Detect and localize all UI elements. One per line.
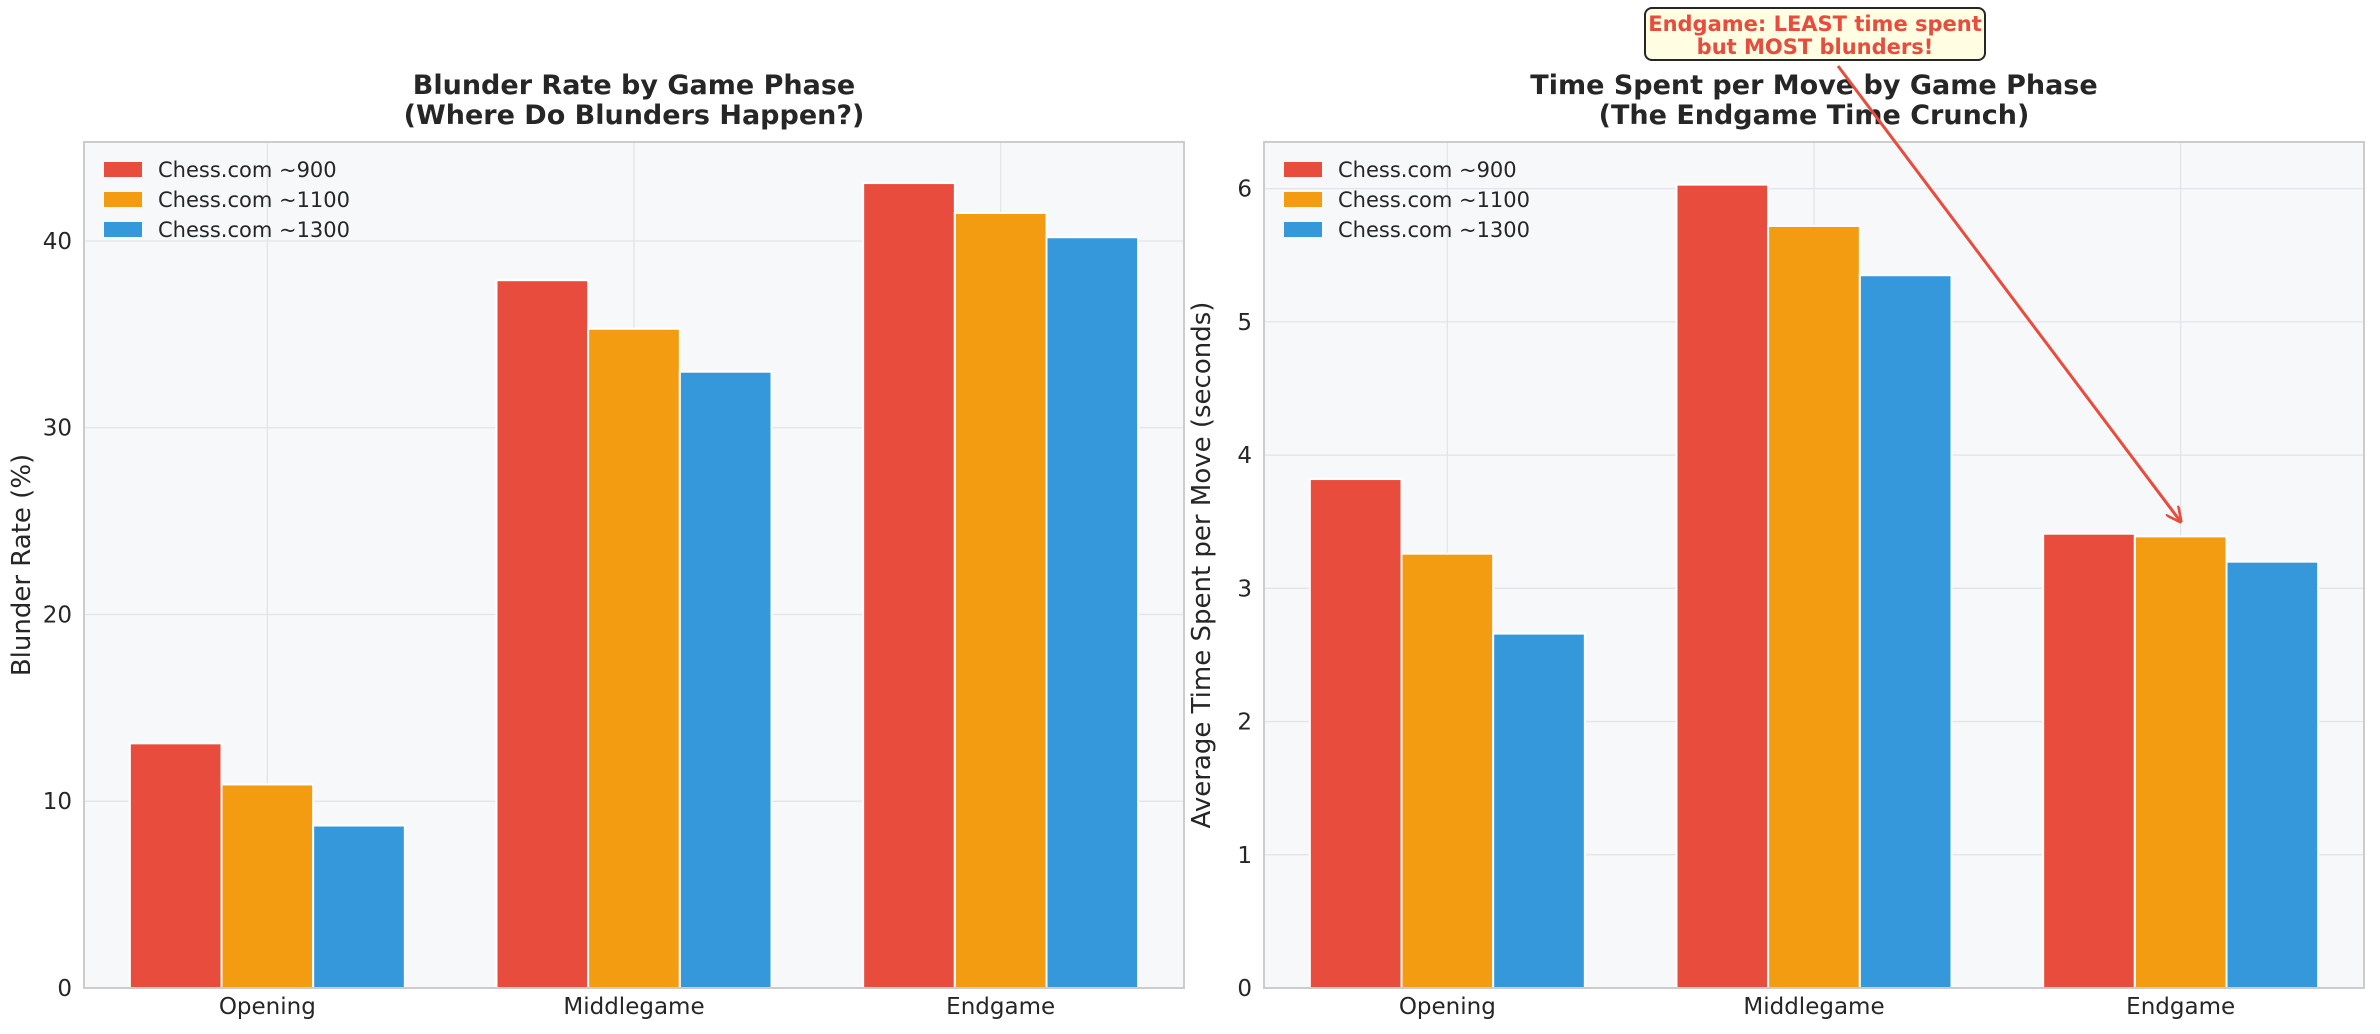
y-tick-label: 4 <box>1237 443 1252 469</box>
chart-2: 0 1 2 3 4 5 6 Opening Middlegame Endgame Average T… <box>1187 7 2365 1020</box>
bar <box>953 211 1048 990</box>
y-tick-label: 0 <box>57 976 72 1002</box>
chart-title-line: (The Endgame Time Crunch) <box>1599 100 2030 131</box>
bar <box>2042 532 2136 989</box>
legend-label: Chess.com ~900 <box>1338 158 1517 182</box>
y-tick-label: 0 <box>1237 976 1252 1002</box>
legend-swatch <box>1284 192 1322 207</box>
y-tick-label: 5 <box>1237 310 1252 336</box>
annotation-arrow <box>1836 65 2181 522</box>
plot-frame <box>83 141 1185 989</box>
x-tick-label: Middlegame <box>563 994 704 1020</box>
chart-title-line: Time Spent per Move by Game Phase <box>1530 70 2097 101</box>
bar <box>128 742 223 990</box>
legend-swatch <box>1284 162 1322 177</box>
bar <box>862 182 956 989</box>
chart-title-line: Blunder Rate by Game Phase <box>413 70 855 101</box>
x-tick-label: Opening <box>219 994 316 1020</box>
bar <box>2225 560 2320 990</box>
bar <box>1492 632 1586 989</box>
chart-1: 0 10 20 30 40 Opening Middlegame Endgame Blunder… <box>7 70 1185 1020</box>
x-tick-label: Endgame <box>946 994 1055 1020</box>
bar <box>312 824 406 990</box>
plot-frame <box>1263 141 2365 989</box>
legend-label: Chess.com ~1300 <box>1338 218 1530 242</box>
x-tick-label: Endgame <box>2126 994 2235 1020</box>
bar <box>1858 274 1953 989</box>
bar <box>678 370 773 989</box>
x-tick-label: Opening <box>1399 994 1496 1020</box>
bar <box>2133 535 2228 989</box>
annotation-box <box>1644 7 1986 61</box>
chart-title-line: (Where Do Blunders Happen?) <box>404 100 865 131</box>
bar <box>1045 236 1140 989</box>
legend-label: Chess.com ~1100 <box>158 188 350 212</box>
y-axis-label: Blunder Rate (%) <box>7 454 37 676</box>
annotation-text-line: Endgame: LEAST time spent <box>1648 12 1982 36</box>
bar <box>1675 183 1770 990</box>
y-tick-label: 20 <box>43 602 72 628</box>
y-tick-label: 40 <box>43 229 72 255</box>
x-tick-label: Middlegame <box>1743 994 1884 1020</box>
legend-label: Chess.com ~900 <box>158 158 337 182</box>
bar <box>220 783 315 989</box>
y-axis-label: Average Time Spent per Move (seconds) <box>1187 302 1217 829</box>
y-tick-label: 1 <box>1237 843 1252 869</box>
annotation-text-line: but MOST blunders! <box>1697 35 1934 59</box>
y-tick-label: 30 <box>43 416 72 442</box>
legend-swatch <box>1284 222 1322 237</box>
bar <box>1308 478 1403 989</box>
bar <box>1400 552 1495 989</box>
legend: Chess.com ~900 Chess.com ~1100 Chess.com ~… <box>1284 158 1530 242</box>
legend-label: Chess.com ~1100 <box>1338 188 1530 212</box>
legend-swatch <box>104 192 142 207</box>
legend-swatch <box>104 162 142 177</box>
legend: Chess.com ~900 Chess.com ~1100 Chess.com ~… <box>104 158 350 242</box>
legend-label: Chess.com ~1300 <box>158 218 350 242</box>
bar <box>587 327 681 990</box>
y-tick-label: 10 <box>43 789 72 815</box>
bar <box>1767 224 1861 990</box>
y-tick-label: 6 <box>1237 177 1252 203</box>
bar <box>495 279 590 989</box>
y-tick-label: 2 <box>1237 710 1252 736</box>
y-tick-label: 3 <box>1237 576 1252 602</box>
legend-swatch <box>104 222 142 237</box>
